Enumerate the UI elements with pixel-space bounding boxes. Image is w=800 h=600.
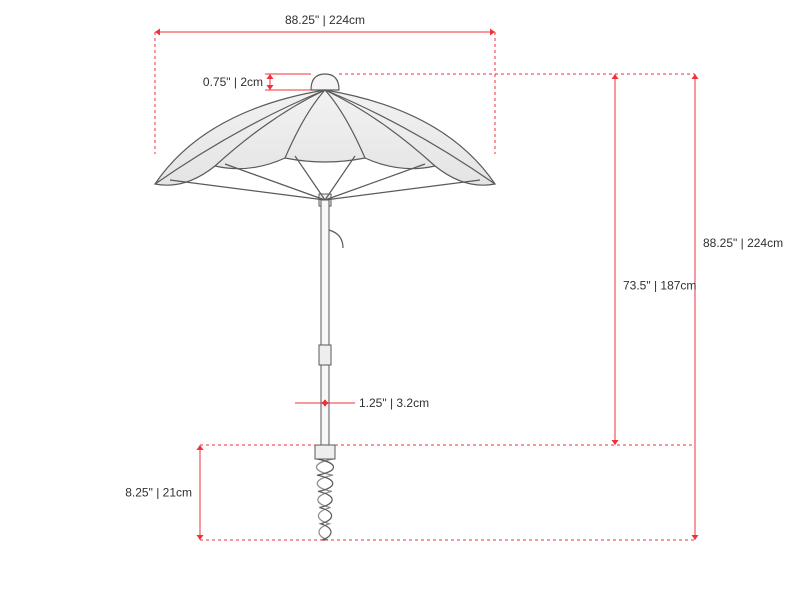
label-pole-diameter: 1.25" | 3.2cm	[359, 396, 429, 410]
label-screw-length: 8.25" | 21cm	[125, 486, 192, 500]
umbrella-drawing	[155, 74, 495, 445]
label-finial-height: 0.75" | 2cm	[203, 75, 263, 89]
dim-finial-height: 0.75" | 2cm	[203, 74, 311, 90]
label-overall-height: 88.25" | 224cm	[703, 236, 783, 250]
ground-screw	[315, 445, 335, 540]
dim-pole-diameter: 1.25" | 3.2cm	[295, 396, 429, 410]
dim-screw-length: 8.25" | 21cm	[125, 445, 325, 540]
label-canopy-width: 88.25" | 224cm	[285, 13, 365, 27]
label-pole-height: 73.5" | 187cm	[623, 279, 696, 293]
